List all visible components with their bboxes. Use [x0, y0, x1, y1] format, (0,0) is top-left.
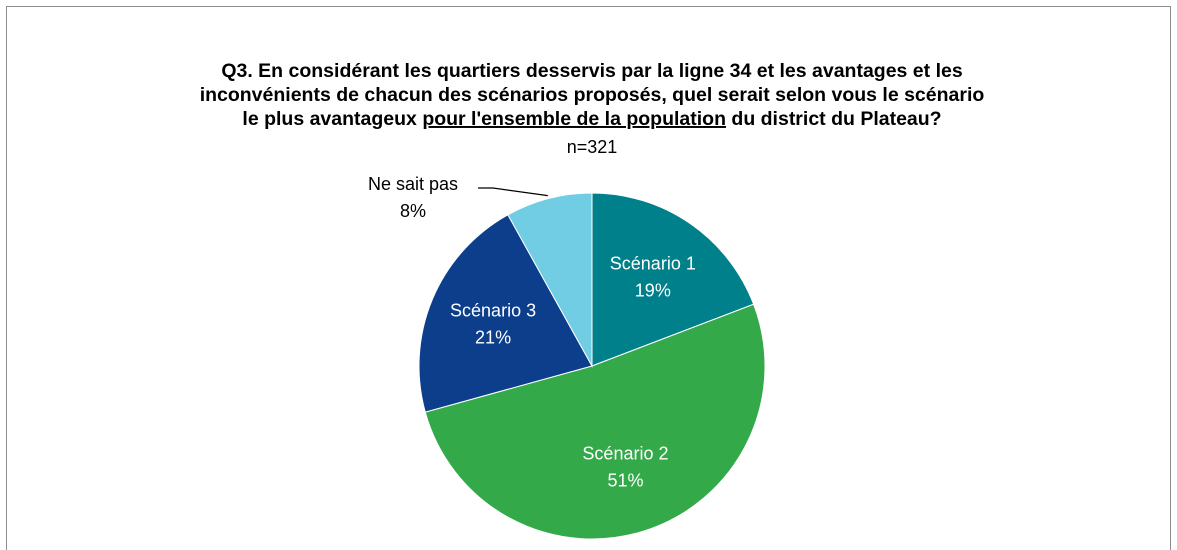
- chart-title-line: Q3. En considérant les quartiers desserv…: [221, 60, 962, 82]
- chart-border: [6, 6, 1171, 550]
- slice-label: Ne sait pas: [368, 174, 458, 194]
- pie-slice: [424, 303, 766, 540]
- chart-subtitle: n=321: [567, 137, 618, 157]
- slice-label: Scénario 1: [610, 253, 696, 273]
- slice-value-label: 51%: [607, 471, 643, 491]
- title-part: le plus avantageux: [242, 108, 422, 130]
- chart-title-line: inconvénients de chacun des scénarios pr…: [200, 84, 985, 106]
- chart-title-line: le plus avantageux pour l'ensemble de la…: [242, 108, 941, 130]
- slice-value-label: 8%: [400, 201, 426, 221]
- pie-slice: [418, 214, 593, 413]
- pie-slice: [507, 192, 593, 368]
- slice-label: Scénario 2: [582, 444, 668, 464]
- title-part: du district du Plateau?: [726, 108, 942, 130]
- title-part-underlined: pour l'ensemble de la population: [422, 108, 726, 130]
- pie-slice: [591, 192, 755, 367]
- slice-value-label: 21%: [475, 327, 511, 347]
- slice-value-label: 19%: [635, 280, 671, 300]
- leader-line: [478, 187, 548, 197]
- slice-label: Scénario 3: [450, 300, 536, 320]
